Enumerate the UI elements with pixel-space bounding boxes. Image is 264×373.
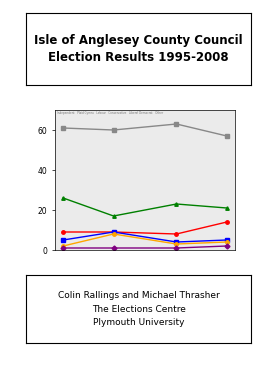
Text: Isle of Anglesey County Council
Election Results 1995-2008: Isle of Anglesey County Council Election… — [34, 34, 243, 64]
Text: Independent   Plaid Cymru   Labour   Conservative   Liberal Democrat   Other: Independent Plaid Cymru Labour Conservat… — [57, 112, 163, 115]
Text: Colin Rallings and Michael Thrasher
The Elections Centre
Plymouth University: Colin Rallings and Michael Thrasher The … — [58, 291, 219, 327]
